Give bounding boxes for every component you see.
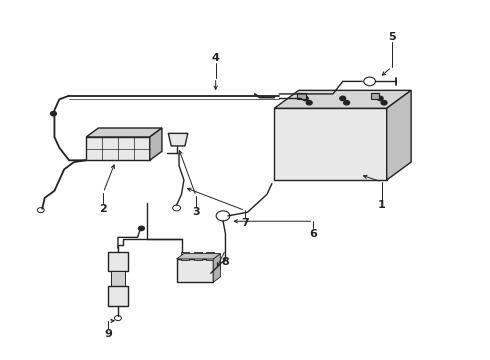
Text: 6: 6 <box>310 229 318 239</box>
Text: 2: 2 <box>99 204 107 214</box>
Circle shape <box>381 100 387 105</box>
Circle shape <box>302 96 308 100</box>
Polygon shape <box>168 134 188 146</box>
Bar <box>181 252 189 260</box>
Polygon shape <box>150 128 162 160</box>
Bar <box>86 137 150 160</box>
Circle shape <box>115 316 122 320</box>
Text: 7: 7 <box>241 218 249 228</box>
Bar <box>111 271 125 286</box>
Polygon shape <box>387 90 411 180</box>
Bar <box>194 252 201 260</box>
Circle shape <box>216 211 230 221</box>
Circle shape <box>343 100 349 105</box>
Bar <box>176 259 213 282</box>
Text: 5: 5 <box>388 32 395 41</box>
Polygon shape <box>176 253 220 259</box>
Text: 3: 3 <box>193 207 200 217</box>
Bar <box>274 108 387 180</box>
Circle shape <box>172 205 180 211</box>
Circle shape <box>37 208 44 213</box>
Bar <box>206 252 214 260</box>
Bar <box>297 93 306 99</box>
Circle shape <box>340 96 345 100</box>
Polygon shape <box>86 128 162 137</box>
Circle shape <box>50 112 56 116</box>
Circle shape <box>139 226 145 230</box>
Bar <box>108 252 128 271</box>
Text: 1: 1 <box>378 200 386 210</box>
Polygon shape <box>274 90 411 108</box>
Circle shape <box>364 77 375 86</box>
Bar <box>370 93 379 99</box>
Circle shape <box>377 96 383 100</box>
Circle shape <box>306 100 312 105</box>
Text: 9: 9 <box>104 329 112 339</box>
Text: 4: 4 <box>212 53 220 63</box>
Polygon shape <box>213 253 220 282</box>
Text: 8: 8 <box>221 257 229 267</box>
Bar <box>108 286 128 306</box>
Circle shape <box>205 272 211 276</box>
